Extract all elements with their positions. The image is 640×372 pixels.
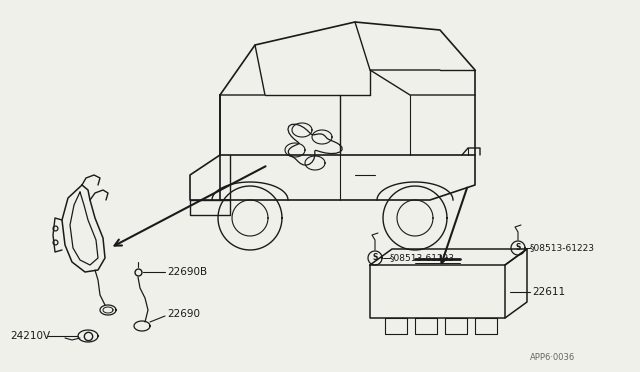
Text: §08513-61223: §08513-61223 [530, 244, 595, 253]
Text: 22690: 22690 [167, 309, 200, 319]
Text: S: S [515, 244, 521, 253]
Text: 24210V: 24210V [10, 331, 50, 341]
Text: APP6·0036: APP6·0036 [530, 353, 575, 362]
Text: §08513-61223: §08513-61223 [390, 253, 455, 263]
Text: 22690B: 22690B [167, 267, 207, 277]
Text: S: S [372, 253, 378, 263]
Text: 22611: 22611 [532, 287, 565, 297]
